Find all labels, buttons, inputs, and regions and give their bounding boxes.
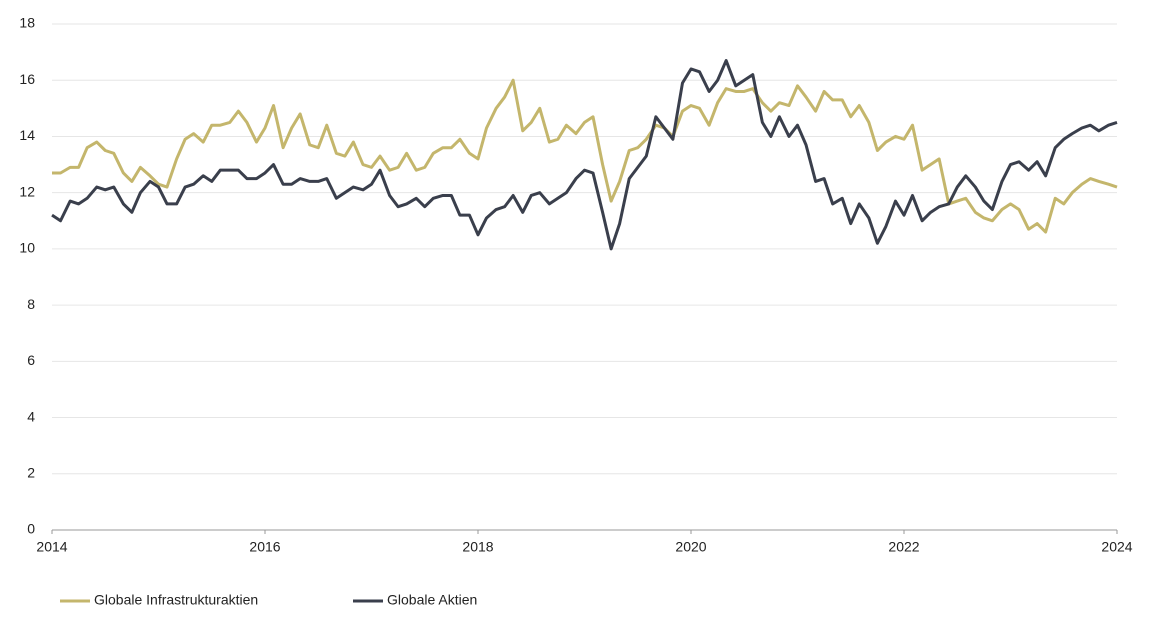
x-tick-label: 2014 [36, 539, 67, 555]
legend-label: Globale Infrastrukturaktien [94, 592, 258, 608]
y-tick-label: 10 [19, 240, 35, 256]
y-tick-label: 2 [27, 464, 35, 480]
series-line [52, 78, 1118, 234]
series-line [51, 59, 1118, 251]
x-tick-label: 2018 [462, 539, 493, 555]
y-tick-label: 14 [19, 127, 35, 143]
legend-label: Globale Aktien [387, 592, 477, 608]
y-tick-label: 16 [19, 71, 35, 87]
y-tick-label: 12 [19, 183, 35, 199]
x-tick-label: 2022 [888, 539, 919, 555]
y-tick-label: 6 [27, 352, 35, 368]
y-tick-label: 0 [27, 521, 35, 537]
x-tick-label: 2016 [249, 539, 280, 555]
y-tick-label: 4 [27, 408, 35, 424]
x-tick-label: 2020 [675, 539, 706, 555]
x-tick-label: 2024 [1101, 539, 1132, 555]
y-tick-label: 18 [19, 15, 35, 31]
y-tick-label: 8 [27, 296, 35, 312]
